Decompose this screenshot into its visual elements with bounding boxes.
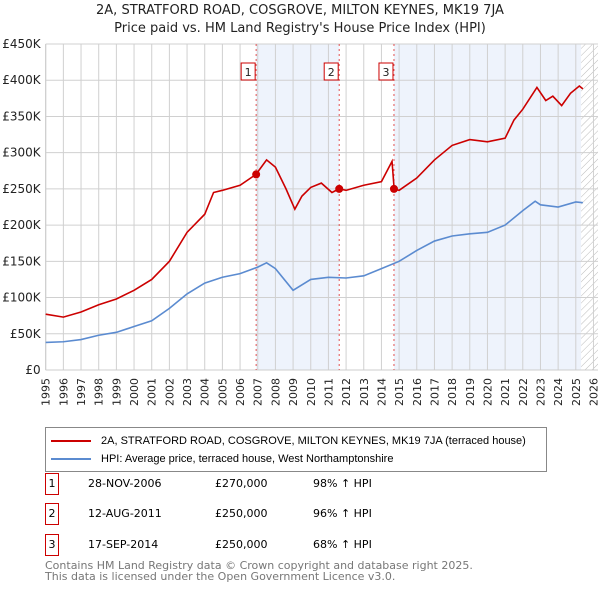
sale-label-2: 2 <box>328 66 335 79</box>
legend: 2A, STRATFORD ROAD, COSGROVE, MILTON KEY… <box>45 427 547 472</box>
forecast-hatch <box>581 44 598 370</box>
chart-title: 2A, STRATFORD ROAD, COSGROVE, MILTON KEY… <box>96 3 504 18</box>
x-tick-label: 1998 <box>93 378 106 406</box>
legend-red-line <box>51 440 91 442</box>
sale-date: 28-NOV-2006 <box>88 477 162 490</box>
chart-subtitle: Price paid vs. HM Land Registry's House … <box>114 21 486 36</box>
sale-number: 2 <box>45 503 59 525</box>
sale-date: 17-SEP-2014 <box>88 538 159 551</box>
x-tick-label: 2024 <box>552 378 565 406</box>
x-tick-label: 2012 <box>340 378 353 406</box>
y-tick-label: £300K <box>2 146 42 160</box>
x-tick-label: 2000 <box>128 378 141 406</box>
x-tick-label: 1999 <box>110 378 123 406</box>
footer-line1: Contains HM Land Registry data © Crown c… <box>45 559 473 572</box>
y-tick-label: £400K <box>2 73 42 87</box>
sale-label-1: 1 <box>245 66 252 79</box>
x-tick-label: 2021 <box>499 378 512 406</box>
sale-label-box-1 <box>240 62 256 81</box>
footer: Contains HM Land Registry data © Crown c… <box>45 560 473 582</box>
hpi-line <box>45 200 583 344</box>
x-tick-label: 2001 <box>146 378 159 406</box>
legend-blue-line <box>51 458 91 460</box>
x-tick-label: 2010 <box>305 378 318 406</box>
x-tick-label: 2017 <box>428 378 441 406</box>
footer-line2: This data is licensed under the Open Gov… <box>45 570 396 583</box>
x-tick-label: 2020 <box>481 378 494 406</box>
property-price-line <box>45 84 584 318</box>
sale-point-3 <box>389 184 398 193</box>
x-tick-label: 2022 <box>517 378 530 406</box>
legend-hpi: HPI: Average price, terraced house, West… <box>101 453 394 465</box>
x-tick-label: 2019 <box>464 378 477 406</box>
y-tick-label: £250K <box>2 182 42 196</box>
x-tick-label: 2016 <box>411 378 424 406</box>
y-tick-label: £0 <box>25 363 40 377</box>
x-tick-label: 2015 <box>393 378 406 406</box>
legend-property: 2A, STRATFORD ROAD, COSGROVE, MILTON KEY… <box>101 435 526 447</box>
y-tick-label: £450K <box>2 37 42 51</box>
sale-price: £250,000 <box>215 507 268 520</box>
x-tick-label: 2018 <box>446 378 459 406</box>
x-tick-label: 2025 <box>570 378 583 406</box>
x-tick-label: 1997 <box>75 378 88 406</box>
x-tick-label: 2003 <box>181 378 194 406</box>
x-tick-label: 1996 <box>57 378 70 406</box>
x-tick-label: 2004 <box>199 378 212 406</box>
sale-label-box-2 <box>323 62 339 81</box>
x-tick-label: 2009 <box>287 378 300 406</box>
plot-area: 1995 1996 1997 1998 1999 2000 2001 2002 2003 2004… <box>2 37 600 406</box>
x-tick-label: 2013 <box>358 378 371 406</box>
x-tick-label: 2023 <box>534 378 547 406</box>
x-tick-label: 2006 <box>234 378 247 406</box>
y-tick-label: £50K <box>10 327 42 341</box>
sale-hpi: 98% ↑ HPI <box>313 477 372 490</box>
sale-date: 12-AUG-2011 <box>88 507 162 520</box>
x-tick-label: 2002 <box>163 378 176 406</box>
x-tick-label: 2005 <box>216 378 229 406</box>
sale-label-box-3 <box>378 62 394 81</box>
y-tick-label: £350K <box>2 109 42 123</box>
sale-number: 1 <box>45 473 59 495</box>
y-tick-label: £200K <box>2 218 42 232</box>
sale-point-1 <box>252 170 261 179</box>
sale-price: £250,000 <box>215 538 268 551</box>
y-tick-label: £100K <box>2 291 42 305</box>
sale-row: 3 17-SEP-2014 £250,000 68% ↑ HPI <box>45 534 445 556</box>
sale-row: 2 12-AUG-2011 £250,000 96% ↑ HPI <box>45 503 445 525</box>
shade-1 <box>256 44 340 370</box>
x-tick-label: 2007 <box>252 378 265 406</box>
sale-number: 3 <box>45 534 59 556</box>
sale-hpi: 68% ↑ HPI <box>313 538 372 551</box>
sale-hpi: 96% ↑ HPI <box>313 507 372 520</box>
x-tick-label: 2014 <box>375 378 388 406</box>
sale-label-3: 3 <box>382 66 389 79</box>
x-tick-label: 2011 <box>322 378 335 406</box>
sale-price: £270,000 <box>215 477 268 490</box>
sale-row: 1 28-NOV-2006 £270,000 98% ↑ HPI <box>45 473 445 495</box>
x-tick-label: 2026 <box>587 378 600 406</box>
x-tick-label: 1995 <box>40 378 53 406</box>
y-tick-label: £150K <box>2 254 42 268</box>
x-tick-label: 2008 <box>269 378 282 406</box>
sale-point-2 <box>335 184 344 193</box>
